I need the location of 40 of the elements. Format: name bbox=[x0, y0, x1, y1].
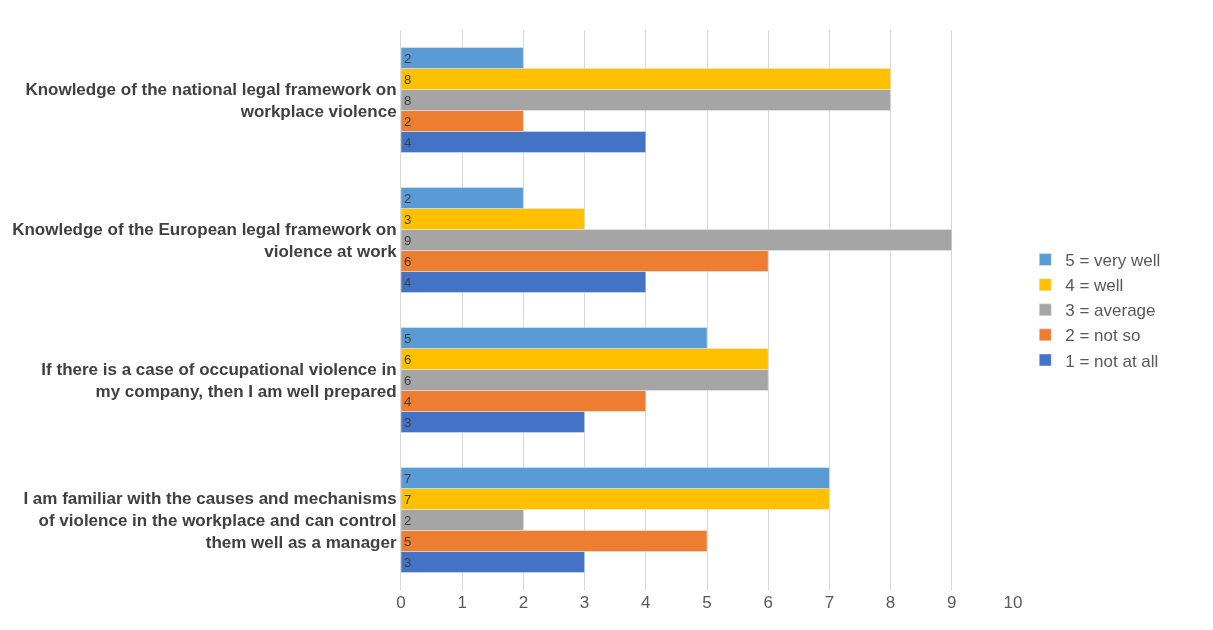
legend-label: 1 = not at all bbox=[1065, 351, 1159, 371]
data-label: 3 bbox=[404, 554, 412, 570]
data-label: 5 bbox=[404, 330, 412, 346]
data-label: 8 bbox=[404, 71, 412, 87]
y-tick-label: I am familiar with the causes and mechanisms of violence in the workplace and can control them well as a manager bbox=[23, 488, 397, 553]
data-label: 2 bbox=[404, 113, 412, 129]
y-tick-label: If there is a case of occupational violence in my company, then I am well prepared bbox=[41, 359, 397, 401]
x-tick-label: 8 bbox=[885, 593, 896, 612]
x-tick-label: 3 bbox=[579, 593, 590, 612]
data-label: 6 bbox=[404, 351, 412, 367]
x-tick-label: 7 bbox=[824, 593, 835, 612]
x-tick-label: 1 bbox=[457, 593, 467, 612]
x-tick-label: 9 bbox=[947, 593, 957, 612]
data-label: 2 bbox=[404, 190, 412, 206]
legend-label: 4 = well bbox=[1065, 276, 1124, 296]
x-tick-label: 5 bbox=[702, 593, 712, 612]
data-label: 4 bbox=[404, 134, 412, 150]
data-label: 8 bbox=[404, 92, 412, 108]
data-label: 6 bbox=[404, 253, 412, 269]
data-label: 7 bbox=[404, 470, 412, 486]
legend-label: 2 = not so bbox=[1065, 326, 1141, 346]
x-tick-label: 4 bbox=[641, 593, 651, 612]
data-label: 3 bbox=[404, 414, 412, 430]
data-label: 3 bbox=[404, 211, 412, 227]
data-label: 2 bbox=[404, 512, 412, 528]
legend-label: 5 = very well bbox=[1065, 251, 1161, 271]
data-label: 7 bbox=[404, 491, 412, 507]
legend-label: 3 = average bbox=[1065, 301, 1156, 321]
data-label: 4 bbox=[404, 393, 412, 409]
data-label: 2 bbox=[404, 50, 412, 66]
y-tick-label: Knowledge of the national legal framework on workplace violence bbox=[25, 79, 397, 121]
x-tick-label: 0 bbox=[396, 593, 406, 612]
data-label: 6 bbox=[404, 372, 412, 388]
x-tick-label: 10 bbox=[1003, 593, 1023, 612]
y-tick-label: Knowledge of the European legal framework on violence at work bbox=[12, 219, 398, 261]
data-label: 9 bbox=[404, 232, 412, 248]
data-label: 5 bbox=[404, 533, 412, 549]
x-tick-label: 2 bbox=[518, 593, 529, 612]
data-label: 4 bbox=[404, 274, 412, 290]
x-tick-label: 6 bbox=[763, 593, 773, 612]
